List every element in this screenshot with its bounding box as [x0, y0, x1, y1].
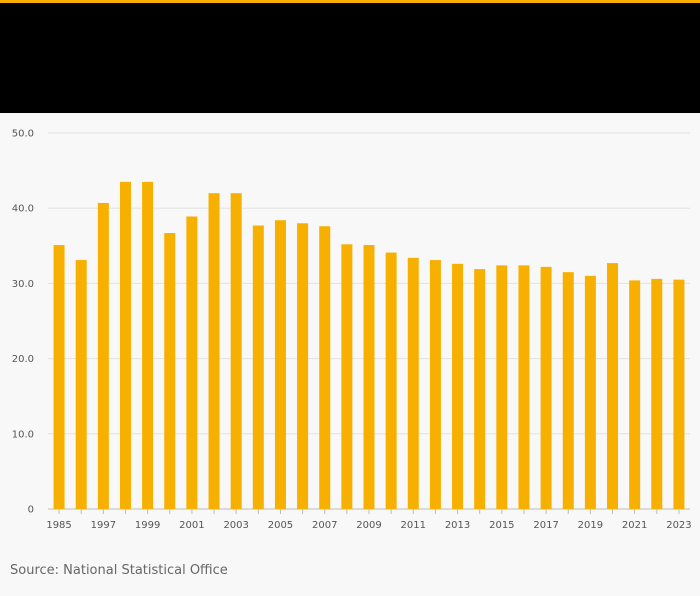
- bar: [584, 275, 596, 509]
- bar: [452, 263, 464, 509]
- bar: [407, 257, 419, 509]
- x-tick-label: 2013: [445, 520, 470, 531]
- x-tick-label: 2007: [312, 520, 337, 531]
- bar: [385, 252, 397, 509]
- bar: [208, 193, 220, 509]
- bar: [119, 181, 131, 509]
- y-tick-label: 0: [28, 505, 34, 516]
- bar: [274, 220, 286, 509]
- bar: [673, 279, 685, 509]
- bar: [164, 233, 176, 509]
- x-tick-label: 1999: [135, 520, 160, 531]
- bar: [319, 226, 331, 510]
- x-tick-label: 2021: [622, 520, 647, 531]
- x-tick-label: 2023: [666, 520, 691, 531]
- x-tick-label: 2019: [578, 520, 603, 531]
- bar: [142, 181, 154, 509]
- bar: [651, 278, 663, 509]
- y-tick-label: 30.0: [12, 279, 34, 290]
- x-tick-label: 2009: [356, 520, 381, 531]
- bar: [186, 216, 198, 510]
- x-tick-label: 2015: [489, 520, 514, 531]
- bar: [252, 225, 264, 509]
- chart-area: 0 10.0 20.0 30.0 40.0 50.0 1985 1997 1999 2001 200…: [0, 113, 700, 543]
- x-tick-label: 2011: [401, 520, 426, 531]
- y-tick-label: 40.0: [12, 204, 34, 215]
- bar: [75, 260, 87, 509]
- bar-chart: 0 10.0 20.0 30.0 40.0 50.0 1985 1997 1999 2001 200…: [12, 129, 692, 532]
- x-tick-label: 1997: [91, 520, 116, 531]
- bar: [629, 280, 641, 509]
- x-tick-label: 2005: [268, 520, 293, 531]
- bar: [297, 223, 309, 509]
- bar: [230, 193, 242, 509]
- bar: [97, 202, 109, 509]
- source-note: Source: National Statistical Office: [10, 563, 228, 578]
- bar: [562, 272, 574, 509]
- y-tick-label: 10.0: [12, 429, 34, 440]
- bar: [341, 244, 353, 509]
- y-tick-label: 50.0: [12, 129, 34, 140]
- bar: [474, 269, 486, 509]
- x-tick-label: 2003: [223, 520, 248, 531]
- y-tick-label: 20.0: [12, 354, 34, 365]
- bar: [607, 263, 619, 509]
- bar: [53, 245, 65, 509]
- x-tick-label: 2001: [179, 520, 204, 531]
- x-tick-label: 1985: [46, 520, 71, 531]
- header-band: [0, 3, 700, 113]
- accent-line: [0, 0, 700, 3]
- bar: [540, 266, 552, 509]
- x-tick-label: 2017: [533, 520, 558, 531]
- bar: [429, 260, 441, 509]
- bar: [518, 265, 530, 509]
- bar: [496, 265, 508, 509]
- bar: [363, 245, 375, 509]
